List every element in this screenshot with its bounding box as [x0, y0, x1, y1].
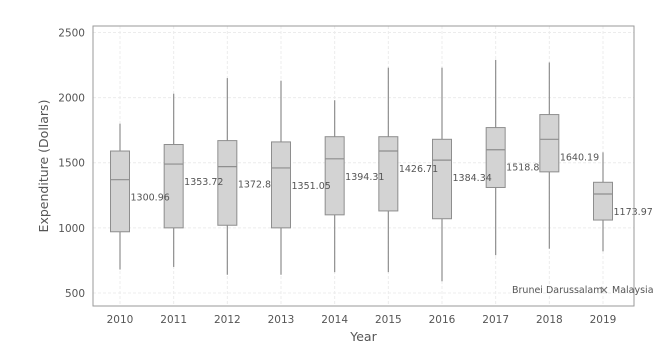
x-tick-label: 2016 [429, 314, 456, 326]
x-tick-label: 2011 [160, 314, 187, 326]
y-axis-ticks: 500 1000 1500 2000 2500 [58, 28, 85, 300]
x-tick-label: 2017 [482, 314, 509, 326]
x-tick-label: 2010 [107, 314, 134, 326]
plot-frame [92, 25, 635, 307]
box-iqr [110, 150, 130, 233]
x-axis-title: Year [349, 329, 377, 344]
data-label: 1518.8 [506, 163, 539, 174]
box-2014 [324, 100, 345, 273]
x-tick-label: 2015 [375, 314, 402, 326]
data-labels: 1300.96 1353.72 1372.8 1351.05 1394.31 1426.7… [131, 152, 653, 218]
x-tick-label: 2012 [214, 314, 241, 326]
box-iqr [271, 141, 291, 229]
y-tick-label: 1000 [58, 223, 85, 235]
y-tick-label: 500 [65, 288, 85, 300]
data-label: 1640.19 [560, 152, 599, 163]
x-tick-label: 2019 [590, 314, 617, 326]
y-tick-label: 1500 [58, 158, 85, 170]
data-label: 1394.31 [345, 172, 384, 183]
box-series [110, 59, 613, 282]
box-2013 [271, 80, 291, 275]
data-label: 1426.71 [399, 164, 438, 175]
box-2012 [217, 78, 238, 275]
box-2010 [110, 123, 130, 270]
x-tick-label: 2013 [268, 314, 295, 326]
x-tick-label: 2014 [321, 314, 348, 326]
data-label: 1353.72 [184, 177, 223, 188]
box-2011 [163, 93, 184, 267]
box-iqr [217, 140, 238, 226]
box-2018 [539, 62, 560, 249]
legend-item: Malaysia [612, 285, 654, 296]
data-label: 1300.96 [131, 193, 170, 204]
box-iqr [324, 136, 345, 216]
box-iqr [378, 136, 399, 212]
x-tick-label: 2018 [536, 314, 563, 326]
y-tick-label: 2500 [58, 28, 85, 40]
box-iqr [163, 144, 184, 229]
box-2019 [593, 152, 613, 252]
data-label: 1173.97 [614, 207, 653, 218]
x-axis-ticks: 2010 2011 2012 2013 2014 2015 2016 2017 2018 2019 [107, 314, 617, 326]
y-axis-title: Expenditure (Dollars) [36, 100, 51, 233]
y-tick-label: 2000 [58, 93, 85, 105]
legend: Brunei Darussalam Malaysia [512, 285, 654, 296]
legend-item: Brunei Darussalam [512, 285, 602, 296]
box-iqr [593, 181, 613, 221]
legend-x-marker [600, 286, 608, 294]
box-iqr [539, 114, 560, 173]
box-2016 [432, 67, 452, 282]
box-iqr [432, 138, 452, 220]
box-2017 [485, 59, 506, 256]
data-label: 1351.05 [292, 181, 331, 192]
box-2015 [378, 67, 399, 273]
box-iqr [485, 127, 506, 188]
data-label: 1384.34 [453, 173, 492, 184]
data-label: 1372.8 [238, 180, 271, 191]
